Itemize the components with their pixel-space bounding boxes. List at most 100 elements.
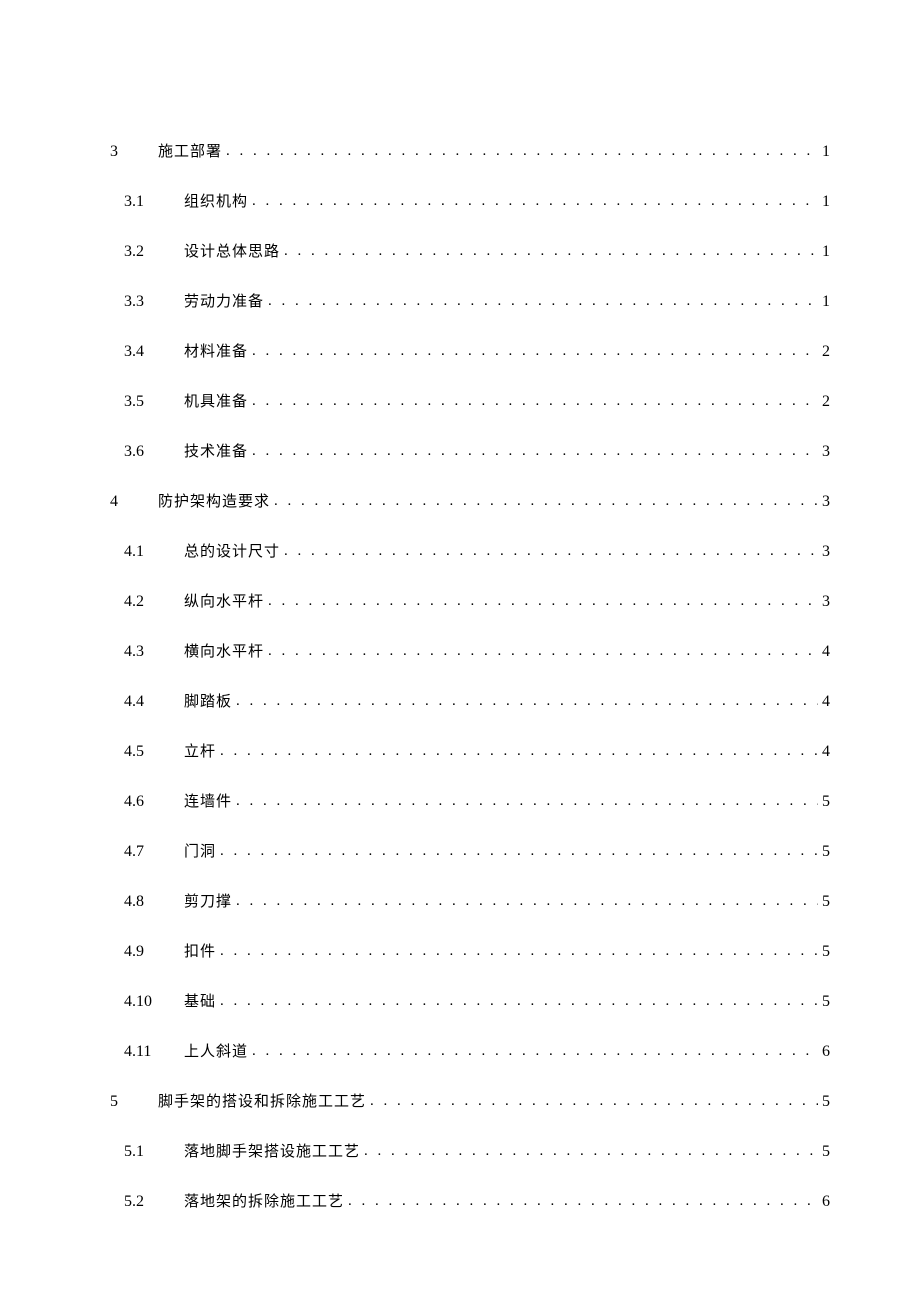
toc-page-number: 4 <box>818 693 830 711</box>
toc-page-number: 5 <box>818 1143 830 1161</box>
toc-title: 剪刀撑 <box>184 890 232 911</box>
toc-page-number: 3 <box>818 493 830 511</box>
toc-title: 技术准备 <box>184 440 248 461</box>
table-of-contents: 3施工部署. . . . . . . . . . . . . . . . . .… <box>110 140 830 1211</box>
toc-entry[interactable]: 4.11上人斜道. . . . . . . . . . . . . . . . … <box>124 1040 830 1061</box>
toc-page-number: 3 <box>818 443 830 461</box>
toc-number: 4.11 <box>124 1043 184 1061</box>
toc-number: 3 <box>110 143 158 161</box>
toc-page-number: 1 <box>818 293 830 311</box>
toc-page-number: 1 <box>818 143 830 161</box>
toc-title: 落地脚手架搭设施工工艺 <box>184 1140 360 1161</box>
toc-page-number: 1 <box>818 193 830 211</box>
toc-entry[interactable]: 4.9扣件. . . . . . . . . . . . . . . . . .… <box>124 940 830 961</box>
toc-number: 4.4 <box>124 693 184 711</box>
toc-title: 材料准备 <box>184 340 248 361</box>
toc-entry[interactable]: 3.2设计总体思路. . . . . . . . . . . . . . . .… <box>124 240 830 261</box>
toc-number: 5 <box>110 1093 158 1111</box>
toc-title: 脚踏板 <box>184 690 232 711</box>
toc-title: 基础 <box>184 990 216 1011</box>
toc-dot-leader: . . . . . . . . . . . . . . . . . . . . … <box>216 993 818 1010</box>
toc-title: 总的设计尺寸 <box>184 540 280 561</box>
toc-dot-leader: . . . . . . . . . . . . . . . . . . . . … <box>248 1043 818 1060</box>
toc-title: 劳动力准备 <box>184 290 264 311</box>
toc-entry[interactable]: 5.2落地架的拆除施工工艺. . . . . . . . . . . . . .… <box>124 1190 830 1211</box>
toc-entry[interactable]: 3.1组织机构. . . . . . . . . . . . . . . . .… <box>124 190 830 211</box>
toc-title: 组织机构 <box>184 190 248 211</box>
toc-entry[interactable]: 4.4脚踏板. . . . . . . . . . . . . . . . . … <box>124 690 830 711</box>
toc-title: 脚手架的搭设和拆除施工工艺 <box>158 1090 366 1111</box>
toc-entry[interactable]: 3.4材料准备. . . . . . . . . . . . . . . . .… <box>124 340 830 361</box>
toc-dot-leader: . . . . . . . . . . . . . . . . . . . . … <box>264 593 818 610</box>
toc-entry[interactable]: 4.7门洞. . . . . . . . . . . . . . . . . .… <box>124 840 830 861</box>
toc-dot-leader: . . . . . . . . . . . . . . . . . . . . … <box>248 393 818 410</box>
toc-dot-leader: . . . . . . . . . . . . . . . . . . . . … <box>232 693 818 710</box>
toc-dot-leader: . . . . . . . . . . . . . . . . . . . . … <box>216 843 818 860</box>
toc-number: 4.6 <box>124 793 184 811</box>
toc-title: 扣件 <box>184 940 216 961</box>
toc-page-number: 4 <box>818 643 830 661</box>
toc-dot-leader: . . . . . . . . . . . . . . . . . . . . … <box>264 293 818 310</box>
toc-number: 4.8 <box>124 893 184 911</box>
toc-dot-leader: . . . . . . . . . . . . . . . . . . . . … <box>232 793 818 810</box>
toc-dot-leader: . . . . . . . . . . . . . . . . . . . . … <box>264 643 818 660</box>
toc-number: 4.2 <box>124 593 184 611</box>
toc-dot-leader: . . . . . . . . . . . . . . . . . . . . … <box>222 143 818 160</box>
toc-entry[interactable]: 3.6技术准备. . . . . . . . . . . . . . . . .… <box>124 440 830 461</box>
toc-page-number: 4 <box>818 743 830 761</box>
toc-title: 连墙件 <box>184 790 232 811</box>
toc-page-number: 6 <box>818 1193 830 1211</box>
toc-title: 设计总体思路 <box>184 240 280 261</box>
toc-dot-leader: . . . . . . . . . . . . . . . . . . . . … <box>248 443 818 460</box>
toc-dot-leader: . . . . . . . . . . . . . . . . . . . . … <box>270 493 818 510</box>
toc-page-number: 5 <box>818 793 830 811</box>
toc-number: 3.1 <box>124 193 184 211</box>
toc-title: 上人斜道 <box>184 1040 248 1061</box>
toc-number: 3.5 <box>124 393 184 411</box>
toc-page-number: 5 <box>818 943 830 961</box>
toc-entry[interactable]: 3施工部署. . . . . . . . . . . . . . . . . .… <box>110 140 830 161</box>
toc-page-number: 3 <box>818 593 830 611</box>
toc-title: 落地架的拆除施工工艺 <box>184 1190 344 1211</box>
toc-dot-leader: . . . . . . . . . . . . . . . . . . . . … <box>344 1193 818 1210</box>
toc-title: 立杆 <box>184 740 216 761</box>
toc-entry[interactable]: 4.3横向水平杆. . . . . . . . . . . . . . . . … <box>124 640 830 661</box>
toc-title: 横向水平杆 <box>184 640 264 661</box>
toc-number: 3.3 <box>124 293 184 311</box>
toc-dot-leader: . . . . . . . . . . . . . . . . . . . . … <box>360 1143 818 1160</box>
toc-page-number: 5 <box>818 843 830 861</box>
toc-title: 施工部署 <box>158 140 222 161</box>
toc-page-number: 3 <box>818 543 830 561</box>
toc-entry[interactable]: 4.5立杆. . . . . . . . . . . . . . . . . .… <box>124 740 830 761</box>
toc-entry[interactable]: 4.8剪刀撑. . . . . . . . . . . . . . . . . … <box>124 890 830 911</box>
toc-number: 4.1 <box>124 543 184 561</box>
toc-dot-leader: . . . . . . . . . . . . . . . . . . . . … <box>248 193 818 210</box>
toc-title: 防护架构造要求 <box>158 490 270 511</box>
toc-entry[interactable]: 3.5机具准备. . . . . . . . . . . . . . . . .… <box>124 390 830 411</box>
toc-entry[interactable]: 3.3劳动力准备. . . . . . . . . . . . . . . . … <box>124 290 830 311</box>
toc-title: 纵向水平杆 <box>184 590 264 611</box>
toc-dot-leader: . . . . . . . . . . . . . . . . . . . . … <box>216 743 818 760</box>
toc-number: 4.10 <box>124 993 184 1011</box>
toc-number: 5.1 <box>124 1143 184 1161</box>
toc-page-number: 5 <box>818 993 830 1011</box>
toc-entry[interactable]: 4.2纵向水平杆. . . . . . . . . . . . . . . . … <box>124 590 830 611</box>
toc-entry[interactable]: 5.1落地脚手架搭设施工工艺. . . . . . . . . . . . . … <box>124 1140 830 1161</box>
toc-entry[interactable]: 4.10基础. . . . . . . . . . . . . . . . . … <box>124 990 830 1011</box>
toc-number: 4 <box>110 493 158 511</box>
toc-page-number: 1 <box>818 243 830 261</box>
toc-title: 机具准备 <box>184 390 248 411</box>
toc-dot-leader: . . . . . . . . . . . . . . . . . . . . … <box>248 343 818 360</box>
toc-entry[interactable]: 4防护架构造要求. . . . . . . . . . . . . . . . … <box>110 490 830 511</box>
toc-number: 4.7 <box>124 843 184 861</box>
toc-dot-leader: . . . . . . . . . . . . . . . . . . . . … <box>366 1093 818 1110</box>
toc-entry[interactable]: 4.1总的设计尺寸. . . . . . . . . . . . . . . .… <box>124 540 830 561</box>
toc-number: 3.2 <box>124 243 184 261</box>
toc-title: 门洞 <box>184 840 216 861</box>
toc-entry[interactable]: 5脚手架的搭设和拆除施工工艺. . . . . . . . . . . . . … <box>110 1090 830 1111</box>
toc-number: 4.9 <box>124 943 184 961</box>
toc-page-number: 5 <box>818 893 830 911</box>
toc-number: 3.4 <box>124 343 184 361</box>
toc-page-number: 2 <box>818 393 830 411</box>
toc-entry[interactable]: 4.6连墙件. . . . . . . . . . . . . . . . . … <box>124 790 830 811</box>
